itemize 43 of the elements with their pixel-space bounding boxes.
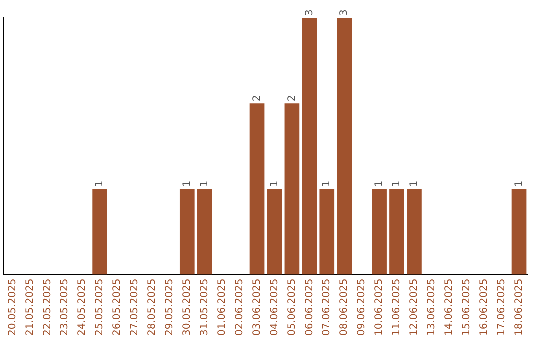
data-label: 1 bbox=[514, 180, 525, 188]
x-tick-label: 30.05.2025 bbox=[182, 278, 193, 336]
x-tick-label: 24.05.2025 bbox=[77, 278, 88, 336]
x-tick-label: 04.06.2025 bbox=[269, 278, 280, 336]
x-tick-label: 09.06.2025 bbox=[356, 278, 368, 336]
data-label: 1 bbox=[374, 180, 386, 188]
x-tick-label: 20.05.2025 bbox=[7, 278, 18, 336]
x-tick-label: 07.06.2025 bbox=[322, 278, 333, 336]
x-tick-label: 29.05.2025 bbox=[164, 278, 176, 336]
data-label: 2 bbox=[252, 95, 263, 102]
x-tick-label: 14.06.2025 bbox=[444, 278, 455, 336]
x-tick-label: 13.06.2025 bbox=[426, 278, 438, 336]
x-tick-label: 08.06.2025 bbox=[339, 278, 350, 336]
x-tick-label: 03.06.2025 bbox=[252, 278, 263, 336]
x-tick-label: 28.05.2025 bbox=[147, 278, 158, 336]
x-tick-label: 27.05.2025 bbox=[130, 278, 141, 336]
x-tick-label: 23.05.2025 bbox=[60, 278, 71, 336]
x-tick-label: 17.06.2025 bbox=[496, 278, 508, 336]
x-tick-label: 11.06.2025 bbox=[392, 278, 403, 336]
x-tick-label: 22.05.2025 bbox=[42, 278, 54, 336]
x-tick-label: 26.05.2025 bbox=[112, 278, 124, 336]
x-tick-label: 18.06.2025 bbox=[514, 278, 525, 336]
data-label: 2 bbox=[286, 95, 298, 102]
x-tick-label: 21.05.2025 bbox=[24, 278, 36, 336]
x-tick-label: 12.06.2025 bbox=[409, 278, 420, 336]
x-tick-label: 10.06.2025 bbox=[374, 278, 386, 336]
data-label: 1 bbox=[392, 180, 403, 188]
data-label: 3 bbox=[339, 10, 350, 16]
data-label: 1 bbox=[182, 180, 193, 188]
x-tick-label: 25.05.2025 bbox=[94, 278, 106, 336]
x-tick-label: 31.05.2025 bbox=[199, 278, 210, 336]
data-label: 3 bbox=[304, 10, 316, 16]
data-label: 1 bbox=[409, 180, 420, 188]
x-tick-label: 15.06.2025 bbox=[461, 278, 472, 336]
x-tick-label: 02.06.2025 bbox=[234, 278, 246, 336]
x-tick-label: 05.06.2025 bbox=[286, 278, 298, 336]
data-label: 1 bbox=[269, 180, 280, 188]
x-tick-label: 01.06.2025 bbox=[216, 278, 228, 336]
x-tick-label: 06.06.2025 bbox=[304, 278, 316, 336]
data-label: 1 bbox=[199, 180, 210, 188]
data-label: 1 bbox=[94, 180, 106, 188]
x-tick-label: 16.06.2025 bbox=[478, 278, 490, 336]
data-label: 1 bbox=[322, 180, 333, 188]
